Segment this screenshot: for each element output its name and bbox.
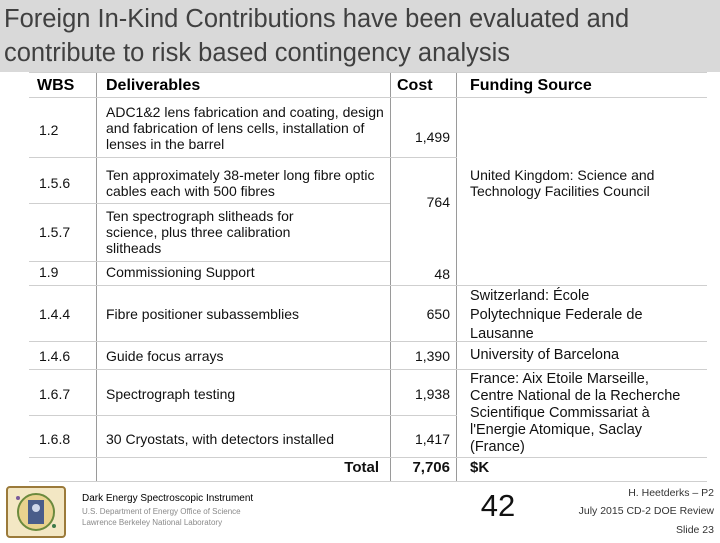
cost-cell: 48 [434,266,450,282]
wbs-header: WBS [37,77,75,94]
deliverable-cell: Ten approximately 38-meter long fibre op… [106,167,375,199]
funding-cell: University of Barcelona [470,347,620,363]
wbs-cell: 1.4.4 [39,306,71,322]
row-divider [29,157,457,158]
wbs-cell: 1.6.7 [39,386,71,402]
cost-cell: 1,499 [414,129,450,145]
slide-title: Foreign In-Kind Contributions have been … [4,5,630,67]
wbs-cell: 1.9 [39,264,59,280]
wbs-cell: 1.4.6 [39,348,71,364]
deliverable-cell: ADC1&2 lens fabrication and coating, des… [106,104,384,152]
cost-cell: 764 [426,194,450,210]
row-divider [29,97,707,98]
funding-cell: United Kingdom: Science and Technology F… [470,167,655,199]
cost-cell: 650 [426,306,450,322]
wbs-cell: 1.5.6 [39,175,71,191]
cost-cell: 1,390 [414,348,450,364]
deliverable-cell: 30 Cryostats, with detectors installed [106,431,334,447]
slide-number: Slide 23 [676,524,714,536]
cost-cell: 1,417 [414,431,450,447]
wbs-cell: 1.5.7 [39,224,71,240]
total-value: 7,706 [412,459,450,476]
funding-cell: Switzerland: École Polytechnique Federal… [470,288,643,342]
cost-cell: 1,938 [414,386,450,402]
row-divider [29,261,390,262]
total-unit: $K [470,459,490,476]
desi-logo [6,486,66,538]
row-divider [29,341,707,342]
deliverable-cell: Ten spectrograph slitheads for science, … [106,208,294,256]
row-divider [29,285,707,286]
funding-cell: France: Aix Etoile Marseille, Centre Nat… [470,371,681,455]
row-divider [29,369,707,370]
funding-header: Funding Source [470,77,592,94]
row-divider [29,203,390,204]
title-bar: Foreign In-Kind Contributions have been … [0,0,720,72]
wbs-cell: 1.6.8 [39,431,71,447]
row-divider [29,457,707,458]
event-label: July 2015 CD-2 DOE Review [578,505,714,517]
wbs-cell: 1.2 [39,122,59,138]
presenter-label: H. Heetderks – P2 [628,487,714,499]
lab-line-1: Dark Energy Spectroscopic Instrument [82,493,254,504]
column-divider [456,73,457,481]
deliverable-cell: Commissioning Support [106,264,255,280]
deliverable-cell: Guide focus arrays [106,348,224,364]
cost-header: Cost [397,77,433,94]
deliverable-cell: Spectrograph testing [106,386,236,402]
row-divider [29,415,457,416]
page-number: 42 [480,488,516,523]
column-divider [96,73,97,481]
contributions-table: WBS Deliverables Cost Funding Source 1.2… [29,72,707,482]
deliverables-header: Deliverables [106,77,201,94]
column-divider [390,73,391,481]
lab-line-2: U.S. Department of Energy Office of Scie… [82,507,241,516]
lab-line-3: Lawrence Berkeley National Laboratory [82,518,223,527]
total-label: Total [344,459,379,476]
deliverable-cell: Fibre positioner subassemblies [106,306,299,322]
